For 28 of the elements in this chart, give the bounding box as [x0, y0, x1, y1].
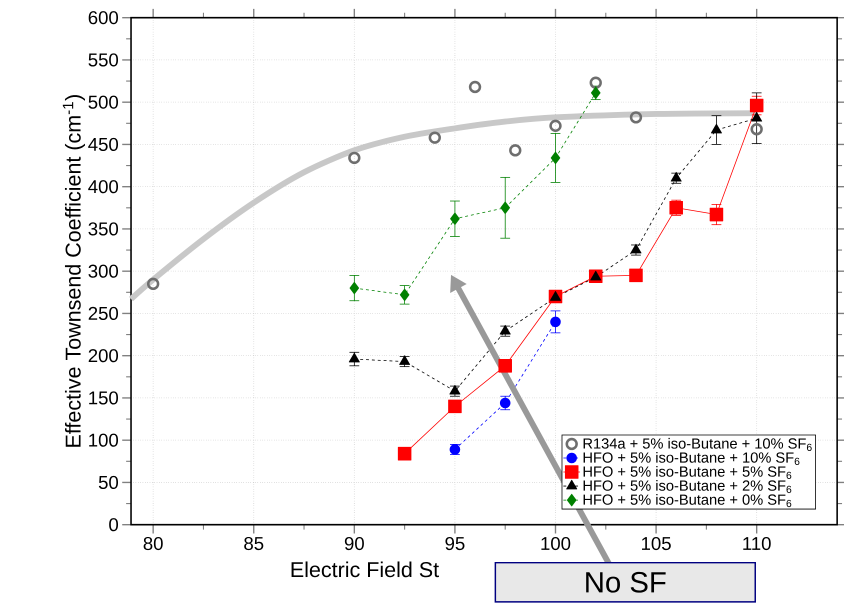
legend-label: HFO + 5% iso-Butane + 0% SF$_{6}$: [584, 494, 792, 508]
y-tick-label: 450: [88, 138, 118, 151]
x-tick-label: 100: [541, 536, 570, 550]
y-tick-label: 500: [88, 96, 118, 109]
y-tick-label: 150: [89, 391, 118, 404]
x-tick-label: 80: [144, 536, 163, 550]
y-tick-label: 350: [88, 222, 118, 236]
y-tick-label: 250: [88, 306, 118, 320]
x-tick-label: 85: [244, 536, 264, 550]
x-tick-label: 105: [642, 536, 671, 550]
y-tick-label: 0: [109, 518, 118, 532]
y-tick-label: 400: [88, 180, 118, 194]
y-axis-title: Effective Townsend Coefficient (cm$^{-1}$): [62, 95, 85, 447]
legend-label: R134a + 5% iso-Butane + 10% SF$_{6}$: [584, 438, 812, 451]
y-tick-label: 200: [88, 349, 118, 362]
y-tick-label: 600: [88, 11, 118, 24]
x-tick-label: 90: [344, 536, 364, 550]
y-tick-label: 300: [88, 264, 118, 278]
legend-label: HFO + 5% iso-Butane + 10% SF$_{6}$: [584, 452, 800, 465]
x-tick-label: 110: [743, 536, 771, 550]
legend-label: HFO + 5% iso-Butane + 5% SF$_{6}$: [584, 466, 792, 479]
text: No SF: [586, 572, 666, 593]
y-tick-label: 550: [88, 53, 118, 66]
legend-label: HFO + 5% iso-Butane + 2% SF$_{6}$: [584, 480, 792, 494]
y-tick-label: 50: [98, 476, 118, 489]
x-axis-title: Electric Field St: [292, 561, 439, 578]
x-tick-label: 95: [445, 536, 464, 550]
y-tick-label: 100: [89, 434, 118, 447]
